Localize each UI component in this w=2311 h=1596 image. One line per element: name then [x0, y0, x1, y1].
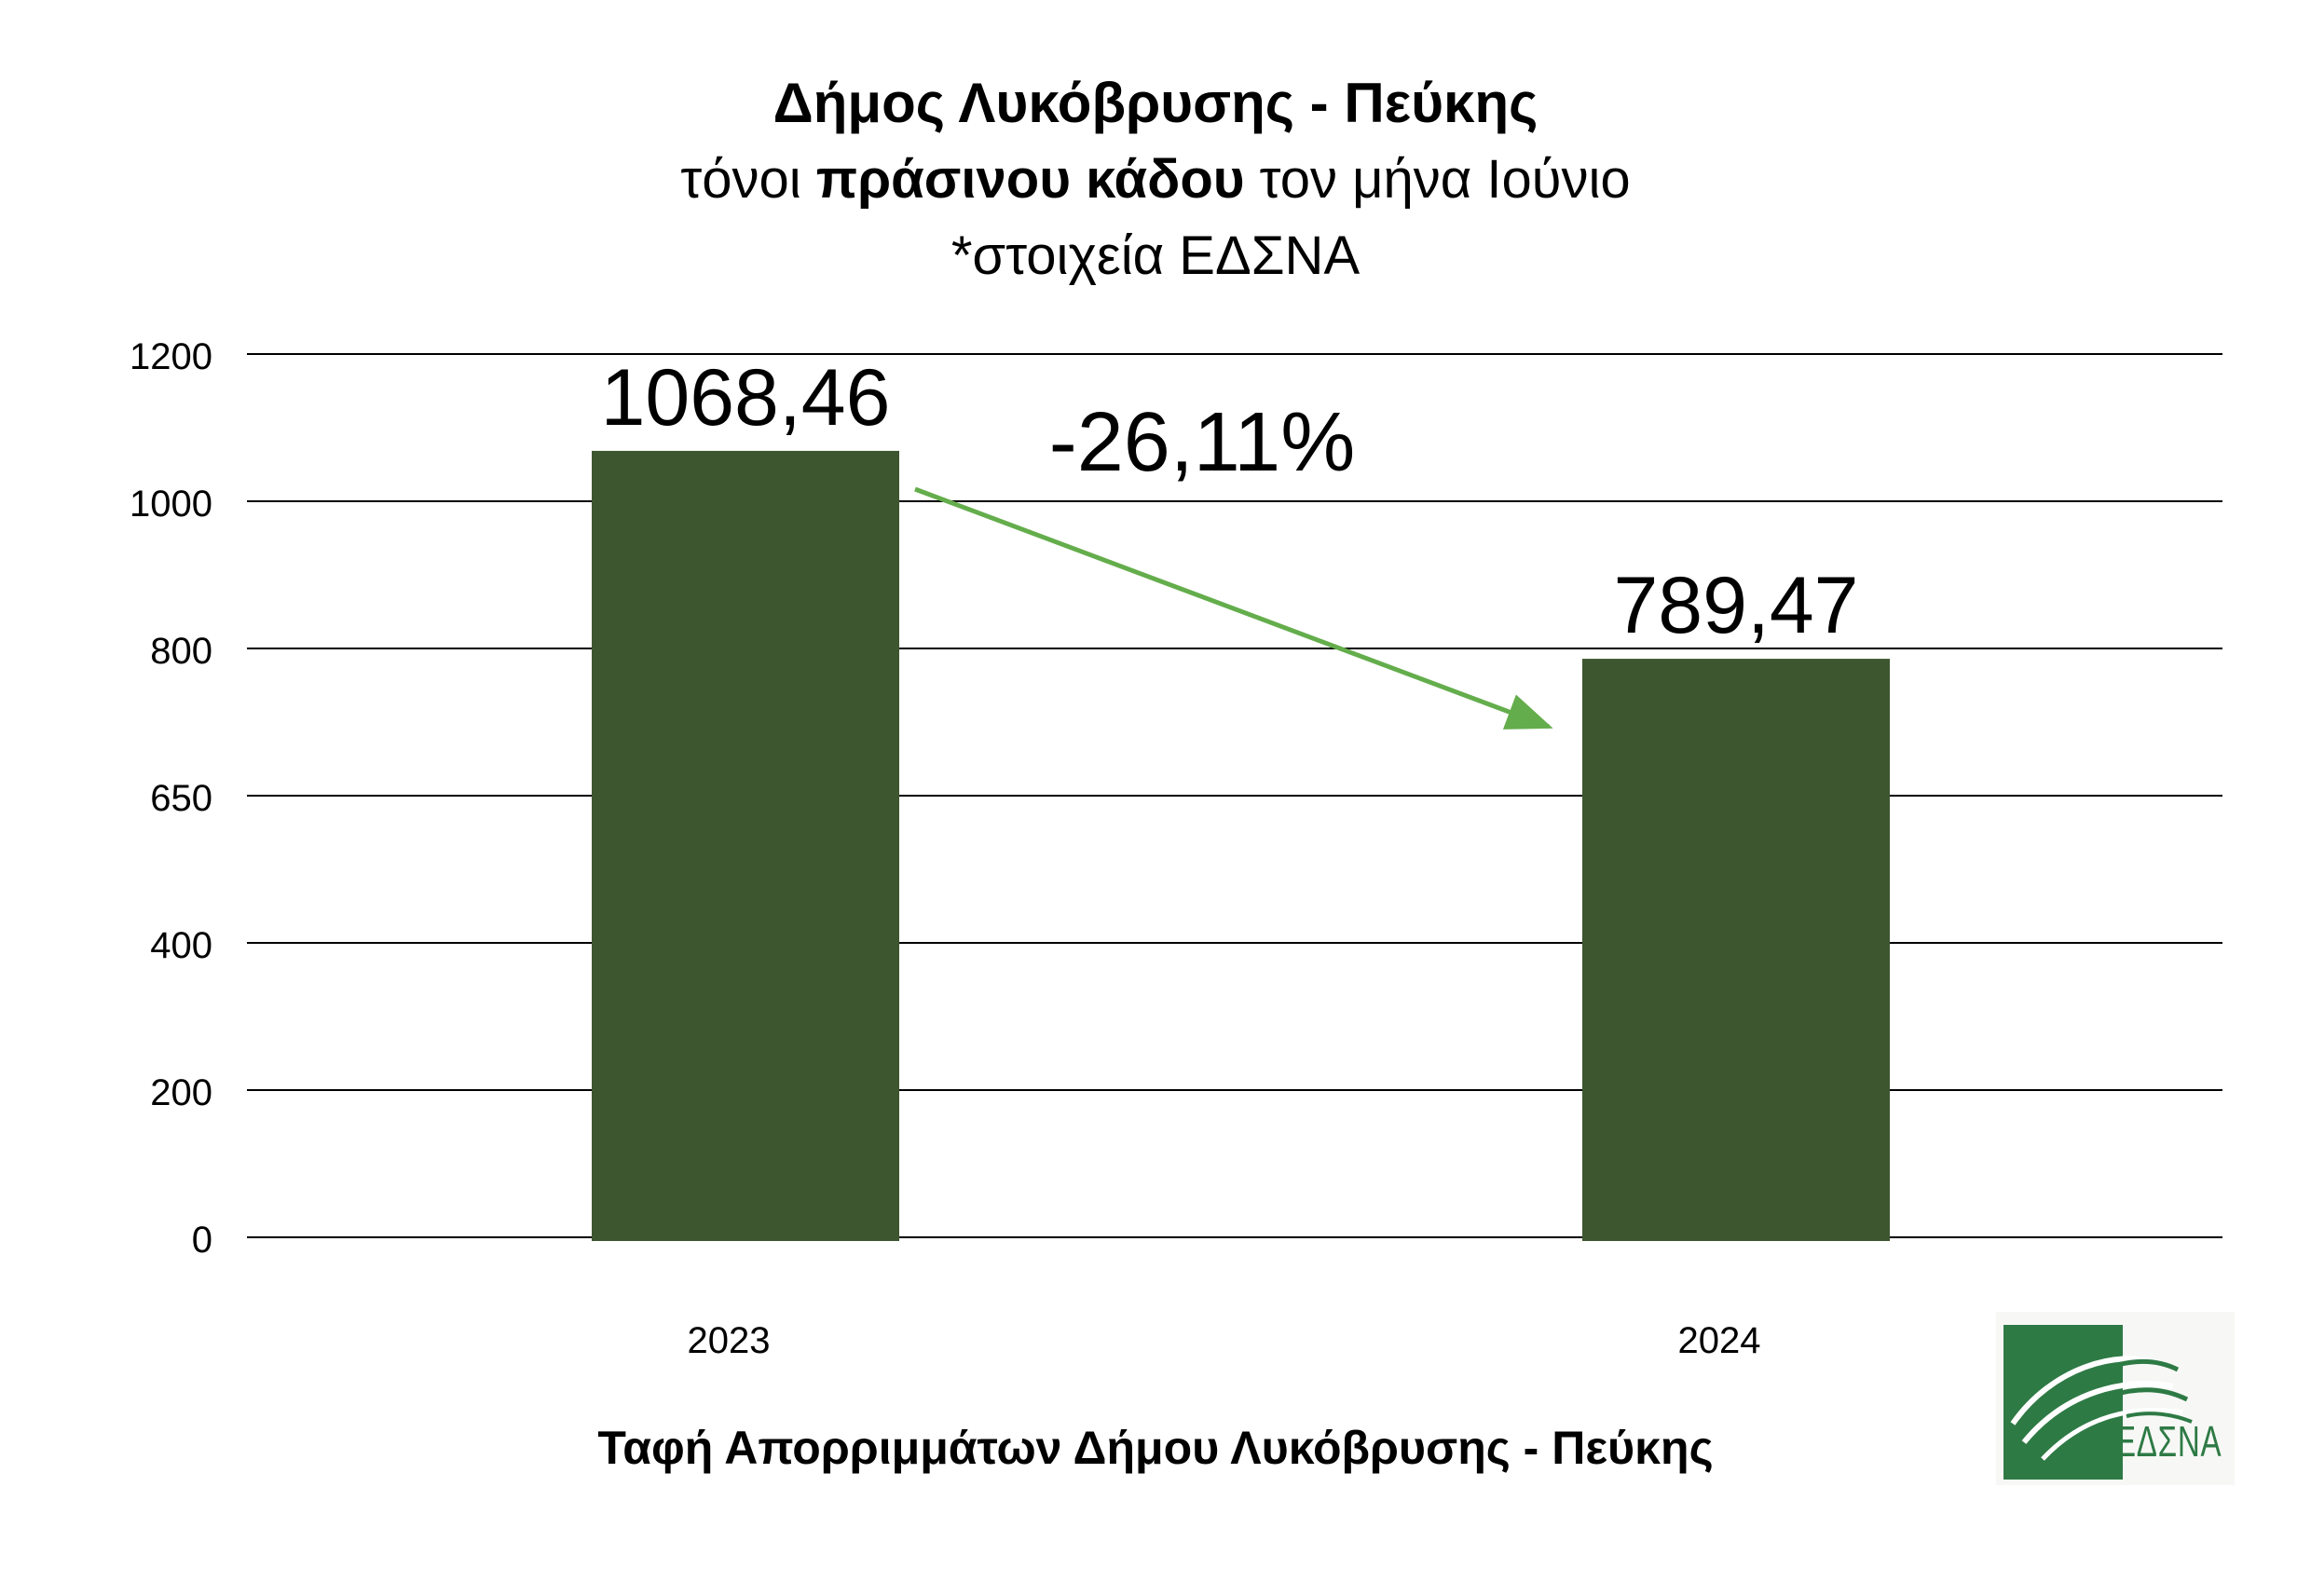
chart-title: Δήμος Λυκόβρυσης - Πεύκης τόνοι πράσινου…	[0, 65, 2311, 294]
x-tick-label: 2024	[1678, 1320, 1761, 1361]
title-line-2: τόνοι πράσινου κάδου τον μήνα Ιούνιο	[0, 142, 2311, 218]
title-line-2-bold: πράσινου κάδου	[815, 149, 1245, 210]
data-label: 789,47	[1613, 561, 1858, 650]
bar-2024	[1582, 659, 1890, 1241]
percent-change-label: -26,11%	[1049, 396, 1356, 489]
y-tick-label: 200	[150, 1072, 212, 1113]
title-line-2-pre: τόνοι	[680, 149, 816, 210]
title-line-2-post: τον μήνα Ιούνιο	[1244, 149, 1631, 210]
y-tick-label: 650	[150, 778, 212, 819]
y-tick-label: 400	[150, 925, 212, 966]
logo-text: ΕΔΣΝΑ	[2115, 1417, 2222, 1466]
y-tick-label: 1000	[130, 484, 212, 525]
edsna-logo: ΕΔΣΝΑ	[1996, 1312, 2235, 1485]
y-tick-label: 1200	[130, 336, 212, 377]
logo-swoosh-icon	[2010, 1356, 2193, 1461]
y-tick-label: 800	[150, 631, 212, 672]
bar-layer	[592, 450, 1890, 1241]
label-layer: 1068,46 2023 789,47 2024	[601, 353, 1859, 1361]
bar-2023	[592, 450, 899, 1241]
title-line-3: *στοιχεία ΕΔΣΝΑ	[950, 225, 1361, 286]
trend-arrow	[914, 486, 1553, 730]
y-tick-label: 0	[192, 1220, 212, 1261]
x-tick-label: 2023	[688, 1320, 771, 1361]
footer-caption: Ταφή Απορριμμάτων Δήμου Λυκόβρυσης - Πεύ…	[597, 1422, 1714, 1474]
title-line-1: Δήμος Λυκόβρυσης - Πεύκης	[773, 72, 1538, 134]
data-label: 1068,46	[601, 353, 891, 443]
grid-layer: 0 200 400 650 800 1000 1200	[130, 336, 2222, 1261]
logo-square	[2003, 1325, 2123, 1480]
